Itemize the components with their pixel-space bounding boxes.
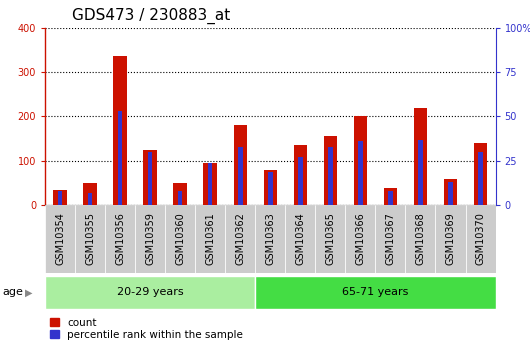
Bar bbox=[88, 193, 92, 205]
FancyBboxPatch shape bbox=[255, 205, 285, 273]
Text: GSM10359: GSM10359 bbox=[145, 213, 155, 265]
FancyBboxPatch shape bbox=[375, 205, 405, 273]
Text: GSM10363: GSM10363 bbox=[266, 213, 275, 265]
Bar bbox=[173, 183, 187, 205]
Text: GSM10356: GSM10356 bbox=[115, 213, 125, 265]
Text: GSM10368: GSM10368 bbox=[416, 213, 426, 265]
FancyBboxPatch shape bbox=[45, 205, 75, 273]
Bar bbox=[54, 190, 67, 205]
Bar bbox=[118, 111, 122, 205]
Text: GSM10361: GSM10361 bbox=[205, 213, 215, 265]
Bar bbox=[418, 139, 423, 205]
Bar bbox=[328, 147, 333, 205]
Text: GSM10355: GSM10355 bbox=[85, 213, 95, 265]
Text: GSM10366: GSM10366 bbox=[356, 213, 365, 265]
FancyBboxPatch shape bbox=[105, 205, 135, 273]
Bar bbox=[148, 152, 153, 205]
Text: GDS473 / 230883_at: GDS473 / 230883_at bbox=[72, 8, 230, 24]
Bar bbox=[478, 152, 483, 205]
FancyBboxPatch shape bbox=[465, 205, 496, 273]
Bar bbox=[268, 171, 272, 205]
Bar bbox=[474, 143, 487, 205]
Bar bbox=[324, 136, 337, 205]
Text: GSM10365: GSM10365 bbox=[325, 213, 335, 265]
Legend: count, percentile rank within the sample: count, percentile rank within the sample bbox=[50, 318, 243, 340]
FancyBboxPatch shape bbox=[405, 205, 436, 273]
FancyBboxPatch shape bbox=[165, 205, 195, 273]
Text: age: age bbox=[3, 287, 23, 297]
Bar bbox=[298, 157, 303, 205]
Bar bbox=[294, 145, 307, 205]
Text: GSM10360: GSM10360 bbox=[175, 213, 185, 265]
Bar bbox=[178, 191, 182, 205]
Bar bbox=[208, 162, 213, 205]
Bar bbox=[234, 125, 247, 205]
Text: GSM10362: GSM10362 bbox=[235, 213, 245, 265]
Bar bbox=[263, 170, 277, 205]
Text: GSM10369: GSM10369 bbox=[446, 213, 455, 265]
Bar bbox=[388, 191, 393, 205]
Text: ▶: ▶ bbox=[25, 287, 33, 297]
FancyBboxPatch shape bbox=[45, 276, 255, 309]
Bar bbox=[113, 57, 127, 205]
FancyBboxPatch shape bbox=[225, 205, 255, 273]
Bar bbox=[204, 163, 217, 205]
FancyBboxPatch shape bbox=[255, 276, 496, 309]
Text: 65-71 years: 65-71 years bbox=[342, 287, 409, 297]
Bar bbox=[384, 187, 397, 205]
Bar bbox=[444, 179, 457, 205]
FancyBboxPatch shape bbox=[75, 205, 105, 273]
Bar bbox=[58, 191, 63, 205]
Bar bbox=[448, 182, 453, 205]
Text: GSM10364: GSM10364 bbox=[295, 213, 305, 265]
FancyBboxPatch shape bbox=[436, 205, 465, 273]
FancyBboxPatch shape bbox=[315, 205, 346, 273]
Text: 20-29 years: 20-29 years bbox=[117, 287, 183, 297]
Text: GSM10367: GSM10367 bbox=[385, 213, 395, 265]
Bar bbox=[414, 108, 427, 205]
Bar bbox=[83, 183, 97, 205]
Bar bbox=[144, 150, 157, 205]
FancyBboxPatch shape bbox=[285, 205, 315, 273]
Bar bbox=[358, 141, 363, 205]
FancyBboxPatch shape bbox=[346, 205, 375, 273]
Text: GSM10370: GSM10370 bbox=[475, 213, 485, 265]
Text: GSM10354: GSM10354 bbox=[55, 213, 65, 265]
Bar bbox=[238, 147, 243, 205]
FancyBboxPatch shape bbox=[195, 205, 225, 273]
FancyBboxPatch shape bbox=[135, 205, 165, 273]
Bar bbox=[354, 116, 367, 205]
